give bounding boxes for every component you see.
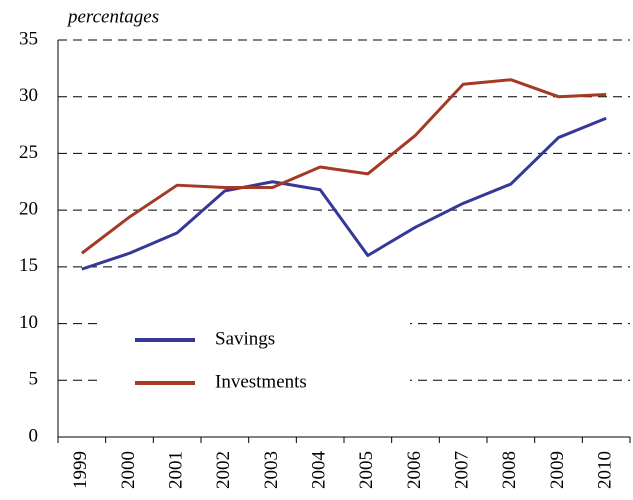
x-tick-label: 2003 bbox=[261, 451, 282, 489]
chart-subtitle: percentages bbox=[66, 6, 159, 27]
legend-label: Investments bbox=[215, 371, 307, 392]
x-tick-label: 2002 bbox=[213, 451, 234, 489]
x-tick-label: 2010 bbox=[595, 451, 616, 489]
x-tick-label: 2009 bbox=[547, 451, 568, 489]
series-line bbox=[81, 116, 607, 271]
x-tick-label: 2004 bbox=[309, 451, 330, 490]
y-tick-label: 20 bbox=[19, 199, 38, 220]
y-tick-label: 0 bbox=[29, 425, 39, 446]
legend-label: Savings bbox=[215, 328, 275, 349]
series-line bbox=[80, 78, 607, 255]
y-tick-label: 25 bbox=[19, 142, 38, 163]
y-tick-label: 30 bbox=[19, 85, 38, 106]
x-tick-label: 2008 bbox=[499, 451, 520, 489]
x-tick-label: 2006 bbox=[404, 451, 425, 489]
x-tick-label: 2001 bbox=[166, 451, 187, 489]
y-tick-label: 35 bbox=[19, 28, 38, 49]
y-tick-label: 10 bbox=[19, 312, 38, 333]
x-tick-label: 2005 bbox=[356, 451, 377, 489]
x-tick-label: 1999 bbox=[70, 451, 91, 489]
legend-box bbox=[98, 310, 410, 402]
x-tick-label: 2000 bbox=[118, 451, 139, 489]
y-tick-label: 5 bbox=[29, 369, 39, 390]
x-tick-label: 2007 bbox=[452, 451, 473, 489]
y-tick-label: 15 bbox=[19, 255, 38, 276]
